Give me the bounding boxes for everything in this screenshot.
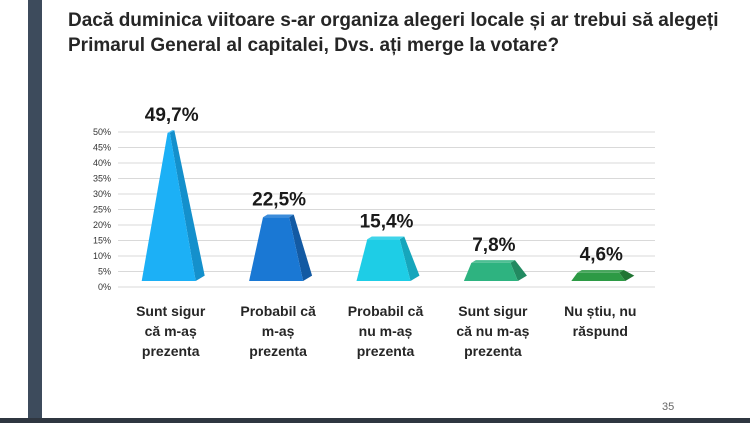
bar-top-face [263, 214, 294, 218]
bar [571, 270, 635, 281]
bar-top-face [471, 260, 515, 263]
y-tick-label: 35% [93, 174, 111, 184]
bar-side-face [619, 270, 635, 281]
category-labels: Sunt sigur că m-aș prezenta Probabil că m-aș… [136, 303, 636, 359]
data-label: 22,5% [252, 189, 306, 210]
bar-top-face [167, 130, 175, 133]
page-number: 35 [662, 401, 675, 413]
chart-title: Dacă duminica viitoare s-ar organiza ale… [68, 10, 719, 56]
category-label-line: prezenta [249, 343, 307, 359]
category-label-line: prezenta [464, 343, 522, 359]
data-label: 4,6% [580, 245, 623, 266]
category-label: Sunt sigur că m-aș prezenta [136, 303, 206, 359]
bar-top-face [367, 236, 405, 240]
y-tick-label: 15% [93, 236, 111, 246]
category-label-line: prezenta [142, 343, 200, 359]
bar-top-face [577, 270, 624, 273]
y-tick-label: 50% [93, 127, 111, 137]
bar-front-face [249, 217, 304, 281]
category-label-line: Probabil că [348, 303, 424, 319]
bar [463, 260, 527, 281]
category-label-line: m-aș [262, 323, 295, 339]
bar-front-face [141, 132, 196, 281]
bar [249, 214, 313, 281]
y-axis-ticks: 0% 5% 10% 15% 20% 25% 30% 35% 40% 45% 50% [93, 127, 111, 292]
y-tick-label: 30% [93, 189, 111, 199]
slide-left-accent-bar [28, 0, 42, 423]
bar [356, 236, 420, 281]
category-label-line: Nu știu, nu [564, 303, 636, 319]
category-label-line: Sunt sigur [458, 303, 528, 319]
y-tick-label: 25% [93, 205, 111, 215]
y-tick-label: 40% [93, 158, 111, 168]
y-tick-label: 20% [93, 220, 111, 230]
grid-lines [118, 131, 655, 288]
category-label-line: că m-aș [145, 323, 197, 339]
bar-front-face [463, 262, 518, 281]
slide-bottom-border [0, 418, 750, 423]
data-label: 7,8% [472, 235, 515, 256]
y-tick-label: 10% [93, 251, 111, 261]
category-label: Sunt sigur că nu m-aș prezenta [456, 303, 529, 359]
bar-side-face [399, 236, 420, 281]
bar-front-face [356, 239, 411, 281]
bar-side-face [169, 130, 205, 281]
bar-side-face [510, 260, 527, 281]
category-label-line: răspund [573, 323, 628, 339]
data-label: 49,7% [145, 105, 199, 126]
category-label: Probabil că m-aș prezenta [240, 303, 316, 359]
data-label: 15,4% [360, 211, 414, 232]
category-label-line: prezenta [357, 343, 415, 359]
category-label: Probabil că nu m-aș prezenta [348, 303, 424, 359]
category-label: Nu știu, nu răspund [564, 303, 636, 339]
bar [141, 130, 205, 281]
category-label-line: nu m-aș [359, 323, 413, 339]
category-label-line: Probabil că [240, 303, 316, 319]
y-tick-label: 5% [98, 267, 111, 277]
data-labels: 49,7% 22,5% 15,4% 7,8% 4,6% [145, 105, 623, 266]
bar-series [141, 130, 635, 281]
y-tick-label: 0% [98, 282, 111, 292]
category-label-line: că nu m-aș [456, 323, 529, 339]
category-label-line: Sunt sigur [136, 303, 206, 319]
bar-side-face [289, 214, 313, 281]
bar-front-face [571, 272, 626, 281]
y-tick-label: 45% [93, 143, 111, 153]
